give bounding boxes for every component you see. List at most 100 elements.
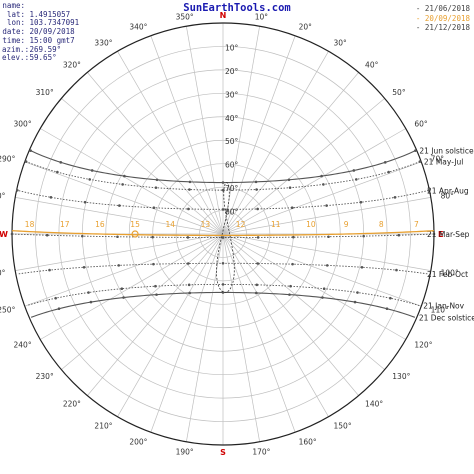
hour-marker [221,236,225,239]
hour-label: 8 [379,220,384,229]
elevation-label: 30° [225,90,239,99]
azimuth-line [222,233,296,433]
elevation-label: 50° [225,137,239,146]
azimuth-line [222,35,296,235]
hour-label: 17 [60,220,70,229]
day-path-label: 21 May-Jul [424,158,463,167]
today-path [12,230,434,237]
hour-marker [432,232,436,236]
azimuth-line [40,233,224,340]
hour-marker [414,149,417,152]
azimuth-line [186,26,224,235]
hour-label: 7 [414,220,419,229]
hour-marker [393,196,397,199]
hour-marker [151,235,154,239]
azimuth-label: 200° [129,438,147,447]
hour-label: 12 [236,220,246,229]
legend-item-jun: - 21/06/2018 [415,4,470,13]
info-row-azimuth: azim.: 269.59° [2,45,79,55]
azimuth-line [87,72,224,235]
hour-marker [356,291,359,294]
hour-marker [288,186,292,189]
azimuth-label: 120° [414,341,432,350]
hour-marker [88,178,92,181]
info-value: 103.7347091 [29,18,80,28]
hour-marker [57,307,61,311]
day-path-label: 21 Dec solstice [419,313,474,322]
azimuth-line [87,233,224,396]
hour-marker [120,287,124,290]
azimuth-label: 330° [94,39,112,48]
hour-marker [256,262,260,265]
hour-marker [290,206,294,210]
hour-marker [48,268,51,272]
hour-marker [186,262,190,265]
hour-marker [255,188,258,191]
hour-marker [10,232,14,236]
hour-marker [187,283,191,287]
info-row-elevation: elev.: 59.65° [2,53,79,63]
azimuth-label: 20° [299,22,313,31]
azimuth-line [117,51,224,235]
azimuth-label: 110° [431,306,449,315]
azimuth-line [150,233,224,433]
azimuth-label: 260° [0,268,6,277]
azimuth-label: 100° [441,268,459,277]
hour-marker [188,291,192,295]
azimuth-line [222,98,385,235]
azimuth-line [15,197,224,235]
info-value: 15:00 gmt7 [29,35,75,45]
hour-marker [117,264,121,267]
day-path-label: 21 Jan-Nov [423,302,464,311]
hour-marker [289,284,292,288]
elevation-label: 80° [225,208,239,217]
location-info-panel: name: lat: 1.4915057 lon: 103.7347091 da… [2,1,80,63]
hour-marker [287,178,291,182]
azimuth-label: 320° [63,61,81,70]
hour-marker [122,296,125,299]
azimuth-label: 70° [431,154,445,163]
hour-marker [118,204,121,207]
site-title[interactable]: SunEarthTools.com [183,2,291,14]
azimuth-label: 290° [0,154,16,163]
north-label: N [220,11,227,20]
azimuth-line [61,233,224,370]
info-value: 59.65° [29,53,57,63]
south-label: S [220,448,226,457]
hour-marker [16,188,19,192]
azimuth-label: 350° [176,12,194,21]
azimuth-line [222,128,406,235]
hour-marker [325,204,328,207]
hour-marker [395,268,398,272]
day-path-label: 21 Feb-Oct [427,270,468,279]
hour-marker [152,206,156,210]
info-row-date: date: 20/09/2018 [2,27,79,37]
hour-marker [389,296,392,300]
azimuth-line [15,233,224,271]
current-sun-marker [131,230,139,238]
hour-marker [90,169,94,172]
hour-marker [56,170,59,174]
azimuth-line [222,233,359,396]
hour-marker [427,188,430,192]
hour-marker [255,283,259,287]
hour-marker [322,183,325,186]
hour-marker [320,174,323,178]
hour-marker [187,207,190,211]
azimuth-label: 130° [392,372,410,381]
hour-label: 10 [306,220,316,229]
azimuth-line [222,51,329,235]
hour-marker [49,196,53,199]
hour-marker [291,262,294,266]
azimuth-line [222,197,431,235]
azimuth-label: 300° [14,120,32,129]
hour-marker [24,160,28,163]
hour-marker [29,149,32,152]
hour-marker [155,178,159,182]
azimuth-line [222,161,422,235]
azimuth-line [222,233,431,271]
info-key: elev.: [2,53,30,63]
hour-marker [89,300,93,304]
hour-marker [383,161,387,164]
